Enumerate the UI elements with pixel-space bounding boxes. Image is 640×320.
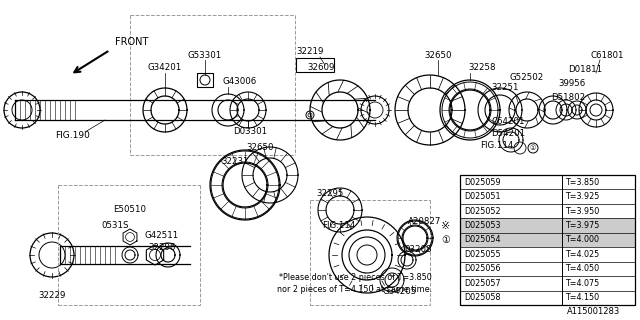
Text: G43006: G43006 bbox=[223, 77, 257, 86]
Text: 0320S: 0320S bbox=[404, 245, 432, 254]
Text: D025054: D025054 bbox=[464, 236, 500, 244]
Text: T=3.850: T=3.850 bbox=[566, 178, 600, 187]
Text: 32258: 32258 bbox=[468, 63, 496, 73]
Text: D025059: D025059 bbox=[464, 178, 500, 187]
Text: T=3.950: T=3.950 bbox=[566, 207, 600, 216]
Text: D025053: D025053 bbox=[464, 221, 500, 230]
Text: D51802: D51802 bbox=[551, 93, 585, 102]
Text: 32650: 32650 bbox=[246, 143, 274, 153]
Text: 32219: 32219 bbox=[296, 47, 324, 57]
Text: nor 2 pieces of T=4.150 at same time.: nor 2 pieces of T=4.150 at same time. bbox=[277, 285, 433, 294]
Bar bbox=[460, 175, 635, 305]
Bar bbox=[296, 58, 334, 72]
Text: G34201: G34201 bbox=[148, 63, 182, 73]
Text: 32296: 32296 bbox=[148, 244, 176, 252]
Text: D01811: D01811 bbox=[568, 66, 602, 75]
Text: T=4.150: T=4.150 bbox=[566, 293, 600, 302]
Text: 32229: 32229 bbox=[38, 291, 66, 300]
Text: ①: ① bbox=[530, 145, 536, 151]
Text: 32251: 32251 bbox=[492, 84, 519, 92]
Text: ①: ① bbox=[442, 235, 451, 245]
Text: T=4.025: T=4.025 bbox=[566, 250, 600, 259]
Text: ※: ※ bbox=[442, 220, 451, 230]
Text: 39956: 39956 bbox=[558, 78, 586, 87]
Text: D54201: D54201 bbox=[491, 129, 525, 138]
Text: D025056: D025056 bbox=[464, 264, 500, 273]
Text: T=4.000: T=4.000 bbox=[566, 236, 600, 244]
Text: D025055: D025055 bbox=[464, 250, 500, 259]
Text: D025052: D025052 bbox=[464, 207, 500, 216]
Text: T=4.075: T=4.075 bbox=[566, 279, 600, 288]
Text: FIG.114: FIG.114 bbox=[480, 140, 514, 149]
Text: D03301: D03301 bbox=[233, 127, 267, 137]
Text: C61801: C61801 bbox=[590, 51, 624, 60]
Text: D025057: D025057 bbox=[464, 279, 500, 288]
Text: E50510: E50510 bbox=[113, 205, 147, 214]
Text: T=3.925: T=3.925 bbox=[566, 192, 600, 201]
Text: 32650: 32650 bbox=[424, 51, 452, 60]
Bar bbox=[460, 218, 635, 233]
Bar bbox=[460, 233, 635, 247]
Text: FIG.190: FIG.190 bbox=[55, 131, 90, 140]
Text: T=4.050: T=4.050 bbox=[566, 264, 600, 273]
Text: A115001283: A115001283 bbox=[567, 308, 620, 316]
Text: D025058: D025058 bbox=[464, 293, 500, 302]
Text: *Please don't use 2 pieces of T=3.850: *Please don't use 2 pieces of T=3.850 bbox=[278, 274, 431, 283]
Text: T=3.975: T=3.975 bbox=[566, 221, 600, 230]
Text: D025051: D025051 bbox=[464, 192, 500, 201]
Text: 32231: 32231 bbox=[221, 157, 249, 166]
Bar bbox=[197, 73, 213, 87]
Text: 0531S: 0531S bbox=[101, 220, 129, 229]
Text: G52502: G52502 bbox=[510, 74, 544, 83]
Text: 32295: 32295 bbox=[316, 188, 344, 197]
Text: G34205: G34205 bbox=[383, 287, 417, 297]
Text: FRONT: FRONT bbox=[115, 37, 148, 47]
Text: A20827: A20827 bbox=[408, 218, 442, 227]
Text: G53301: G53301 bbox=[188, 51, 222, 60]
Text: C64201: C64201 bbox=[492, 117, 525, 126]
Text: G42511: G42511 bbox=[145, 230, 179, 239]
Text: FIG.114: FIG.114 bbox=[322, 220, 355, 229]
Text: 32609: 32609 bbox=[307, 63, 334, 73]
